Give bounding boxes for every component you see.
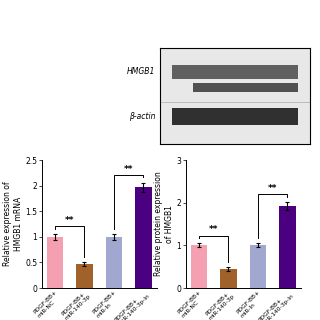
Text: HMGB1: HMGB1: [127, 68, 156, 76]
Bar: [47, 237, 63, 288]
Text: **: **: [65, 216, 75, 225]
Text: **: **: [209, 226, 219, 235]
Bar: [135, 187, 152, 288]
Text: **: **: [268, 184, 277, 193]
Bar: [172, 108, 298, 125]
Bar: [220, 269, 236, 288]
Y-axis label: Relative protein expression
of HMGB1: Relative protein expression of HMGB1: [154, 172, 174, 276]
Text: **: **: [124, 165, 133, 174]
Bar: [193, 83, 298, 92]
Y-axis label: Relative expression of
HMGB1 mRNA: Relative expression of HMGB1 mRNA: [3, 182, 22, 266]
Bar: [172, 65, 298, 79]
Bar: [76, 264, 92, 288]
Bar: [279, 206, 296, 288]
Text: β-actin: β-actin: [129, 112, 156, 121]
Bar: [250, 245, 266, 288]
Bar: [106, 237, 122, 288]
Bar: [191, 245, 207, 288]
